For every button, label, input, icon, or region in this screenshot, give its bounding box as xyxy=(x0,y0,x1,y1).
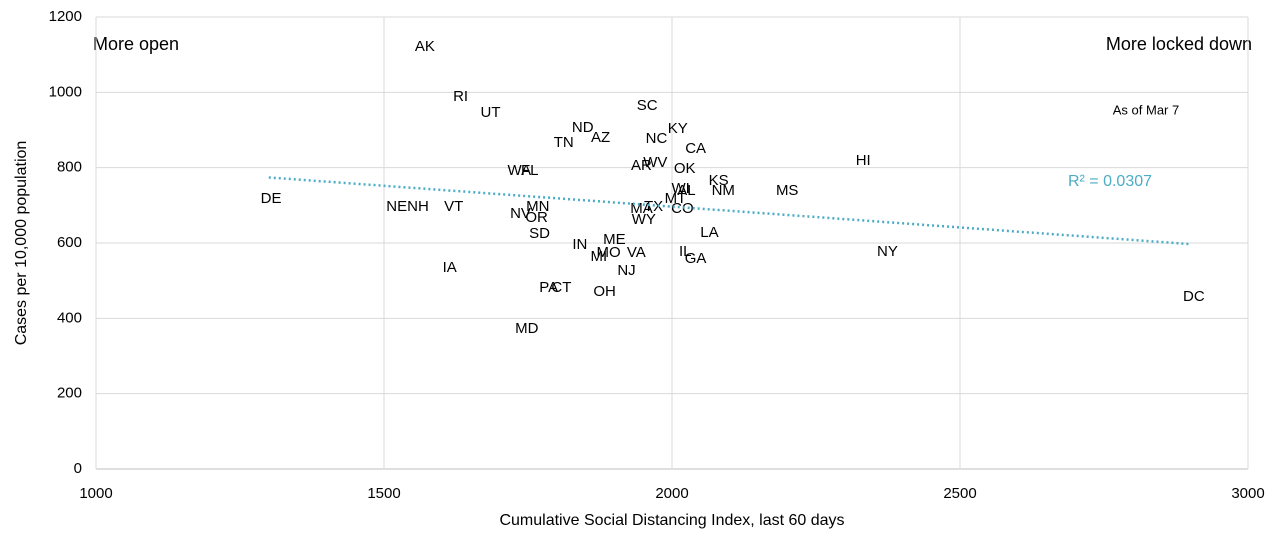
point-label: MS xyxy=(776,182,799,199)
point-label: WY xyxy=(632,211,656,228)
y-axis-title: Cases per 10,000 population xyxy=(13,141,30,346)
point-label: UT xyxy=(481,104,501,121)
point-label: FL xyxy=(521,162,539,179)
point-label: AK xyxy=(415,38,435,55)
y-tick-label: 400 xyxy=(57,309,82,326)
point-label: NC xyxy=(646,130,668,147)
y-tick-label: 1200 xyxy=(49,8,82,25)
trendline xyxy=(268,176,1191,246)
point-label: GA xyxy=(685,250,707,267)
point-label: KS xyxy=(709,172,729,189)
annotation: More locked down xyxy=(1106,34,1252,54)
point-label: OH xyxy=(593,283,616,300)
point-label: DE xyxy=(261,190,282,207)
point-label: CO xyxy=(671,200,694,217)
point-label: VT xyxy=(444,198,463,215)
point-label: NH xyxy=(407,198,429,215)
r-squared: R² = 0.0307 xyxy=(1068,173,1152,190)
x-tick-label: 1000 xyxy=(79,485,112,502)
point-label: WV xyxy=(643,154,667,171)
point-label: MI xyxy=(591,248,608,265)
point-label: WI xyxy=(671,180,689,197)
point-label: MN xyxy=(526,198,549,215)
point-label: AL xyxy=(677,182,695,199)
x-tick-label: 2000 xyxy=(655,485,688,502)
point-label: HI xyxy=(856,152,871,169)
x-tick-label: 3000 xyxy=(1231,485,1264,502)
annotation: As of Mar 7 xyxy=(1113,102,1179,117)
x-tick-label: 1500 xyxy=(367,485,400,502)
point-label: VA xyxy=(627,244,646,261)
point-label: PA xyxy=(539,279,558,296)
y-tick-label: 1000 xyxy=(49,83,82,100)
point-label: MO xyxy=(597,244,621,261)
point-label: IA xyxy=(443,259,457,276)
point-label: SD xyxy=(529,225,550,242)
point-label: NY xyxy=(877,243,898,260)
point-label: SC xyxy=(637,97,658,114)
point-label: IL xyxy=(679,243,692,260)
point-label: MD xyxy=(515,320,538,337)
point-label: LA xyxy=(700,224,718,241)
point-label: MA xyxy=(630,200,653,217)
y-tick-label: 200 xyxy=(57,385,82,402)
point-label: CT xyxy=(551,279,571,296)
point-label: OR xyxy=(525,209,548,226)
point-label: ME xyxy=(603,231,626,248)
point-label: RI xyxy=(453,88,468,105)
point-label: TN xyxy=(554,134,574,151)
y-tick-label: 0 xyxy=(74,460,82,477)
y-tick-label: 800 xyxy=(57,159,82,176)
point-label: NM xyxy=(712,182,735,199)
point-label: NV xyxy=(510,205,531,222)
point-label: NJ xyxy=(617,262,635,279)
point-label: DC xyxy=(1183,288,1205,305)
point-label: NE xyxy=(386,198,407,215)
point-label: AR xyxy=(631,157,652,174)
point-label: KY xyxy=(668,120,688,137)
annotation: More open xyxy=(93,34,179,54)
point-label: MT xyxy=(665,190,687,207)
point-label: ND xyxy=(572,119,594,136)
x-tick-label: 2500 xyxy=(943,485,976,502)
point-label: AZ xyxy=(591,129,610,146)
point-label: OK xyxy=(674,160,696,177)
point-label: IN xyxy=(572,236,587,253)
y-tick-label: 600 xyxy=(57,234,82,251)
point-label: WA xyxy=(508,162,532,179)
x-axis-title: Cumulative Social Distancing Index, last… xyxy=(499,512,844,529)
point-label: CA xyxy=(685,140,706,157)
